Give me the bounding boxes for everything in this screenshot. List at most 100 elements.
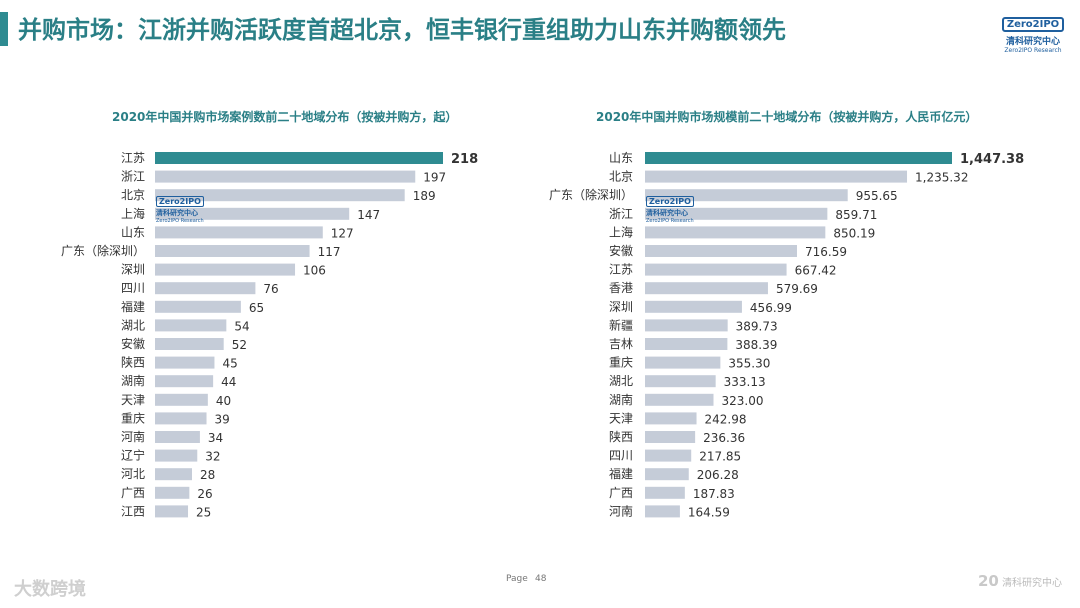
chart-2-category-label: 福建 xyxy=(609,466,633,481)
chart-1-bar xyxy=(155,449,198,462)
chart-1-category-label: 山东 xyxy=(121,225,145,239)
chart-1-category-label: 河北 xyxy=(121,467,145,481)
chart-1-value-label: 65 xyxy=(249,301,264,315)
chart-1-category-label: 安徽 xyxy=(121,336,145,351)
chart-1-bar xyxy=(155,338,224,350)
chart-2-category-label: 北京 xyxy=(609,170,633,184)
chart-2-value-label: 1,235.32 xyxy=(915,171,968,185)
chart-1-value-label: 127 xyxy=(331,226,354,240)
chart-2-category-label: 浙江 xyxy=(609,207,633,221)
chart-1-category-label: 上海 xyxy=(121,206,145,221)
chart-2-category-label: 上海 xyxy=(609,224,633,239)
chart-1-value-label: 218 xyxy=(451,152,478,167)
chart-2-category-label: 重庆 xyxy=(609,356,633,370)
chart-1-value-label: 45 xyxy=(222,357,237,371)
chart-1-category-label: 四川 xyxy=(121,281,145,295)
chart-1-category-label: 江西 xyxy=(121,504,145,518)
chart-1-watermark-cn: 清科研究中心 xyxy=(156,209,198,217)
chart-2-value-label: 579.69 xyxy=(776,282,818,296)
chart-1-bar xyxy=(155,431,200,443)
chart-2-value-label: 242.98 xyxy=(705,412,747,426)
chart-2-bar xyxy=(645,226,826,239)
chart-2-bar xyxy=(645,300,742,313)
chart-1-bar xyxy=(155,505,189,518)
chart-2-category-label: 广东（除深圳） xyxy=(549,187,633,202)
footer-right-watermark: 20 清科研究中心 xyxy=(978,572,1062,590)
chart-1-title: 2020年中国并购市场案例数前二十地域分布（按被并购方，起） xyxy=(112,110,458,124)
chart-1-watermark-mark: Zero2IPO xyxy=(156,196,204,207)
chart-2-value-label: 955.65 xyxy=(856,189,898,203)
chart-2-bar xyxy=(645,338,728,350)
chart-1-bar xyxy=(155,412,207,425)
chart-1-value-label: 32 xyxy=(205,450,220,464)
chart-2-category-label: 河南 xyxy=(609,503,633,518)
chart-2-value-label: 667.42 xyxy=(795,264,837,278)
chart-2-value-label: 206.28 xyxy=(697,468,739,482)
chart-1-watermark-en: Zero2IPO Research xyxy=(156,218,204,224)
logo-mark: Zero2IPO xyxy=(1001,17,1065,32)
chart-2-watermark-cn: 清科研究中心 xyxy=(646,209,688,217)
chart-2-category-label: 广西 xyxy=(609,486,633,500)
chart-2-value-label: 187.83 xyxy=(693,487,735,501)
chart-2-value-label: 388.39 xyxy=(735,338,777,352)
title-accent-bar xyxy=(0,12,8,46)
chart-1-bar xyxy=(155,207,350,220)
chart-2-value-label: 333.13 xyxy=(724,375,766,389)
chart-2-value-label: 389.73 xyxy=(736,319,778,333)
chart-2-value-label: 716.59 xyxy=(805,245,847,259)
chart-1-category-label: 湖北 xyxy=(121,317,145,332)
footer-right-watermark-num: 20 xyxy=(978,572,999,590)
chart-2-value-label: 859.71 xyxy=(835,208,877,222)
logo-en: Zero2IPO Research xyxy=(1004,47,1062,54)
chart-2-bar xyxy=(645,263,787,276)
footer-page-label: Page xyxy=(506,574,528,584)
chart-2-bar xyxy=(645,356,721,369)
chart-1-category-label: 深圳 xyxy=(121,263,145,277)
chart-1-value-label: 106 xyxy=(303,264,326,278)
chart-2-bar xyxy=(645,319,728,332)
chart-2-title: 2020年中国并购市场规模前二十地域分布（按被并购方，人民币亿元） xyxy=(596,110,978,124)
chart-1-category-label: 天津 xyxy=(121,393,145,407)
footer-left-watermark: 大数跨境 xyxy=(14,579,86,600)
chart-2-bar xyxy=(645,152,952,164)
chart-1-value-label: 25 xyxy=(196,505,211,519)
chart-2-category-label: 陕西 xyxy=(609,429,633,444)
chart-1-value-label: 197 xyxy=(423,171,446,185)
chart-2-bar xyxy=(645,282,768,295)
chart-2-category-label: 香港 xyxy=(609,281,633,295)
logo-cn: 清科研究中心 xyxy=(1005,37,1060,47)
chart-2-bar xyxy=(645,393,714,406)
chart-2-bar xyxy=(645,486,685,499)
chart-2-value-label: 236.36 xyxy=(703,431,745,445)
chart-2-value-label: 1,447.38 xyxy=(960,152,1024,167)
chart-1-value-label: 117 xyxy=(318,245,341,259)
chart-2-bar xyxy=(645,505,680,518)
chart-2-category-label: 吉林 xyxy=(609,337,633,351)
chart-2-bar xyxy=(645,468,689,481)
chart-2-bar xyxy=(645,170,908,183)
chart-2-category-label: 湖南 xyxy=(609,392,633,407)
chart-1-bar xyxy=(155,300,241,313)
chart-2-category-label: 湖北 xyxy=(609,373,633,388)
footer-right-watermark-text: 清科研究中心 xyxy=(1002,578,1063,589)
chart-1-value-label: 39 xyxy=(215,412,230,426)
chart-1-bar xyxy=(155,375,214,388)
chart-2-watermark: Zero2IPO 清科研究中心 Zero2IPO Research xyxy=(646,189,698,224)
chart-1-category-label: 福建 xyxy=(121,299,145,314)
chart-2-bar xyxy=(645,245,797,257)
chart-1-category-label: 广西 xyxy=(121,486,145,500)
chart-1-category-label: 广东（除深圳） xyxy=(61,243,145,258)
chart-1-value-label: 189 xyxy=(413,189,436,203)
zero2ipo-logo: Zero2IPO 清科研究中心 Zero2IPO Research xyxy=(1000,12,1066,56)
chart-1-bar xyxy=(155,189,405,202)
chart-1-bar xyxy=(155,356,215,369)
chart-1-category-label: 陕西 xyxy=(121,355,145,370)
chart-1-value-label: 76 xyxy=(263,282,278,296)
page-title: 并购市场：江浙并购活跃度首超北京，恒丰银行重组助力山东并购额领先 xyxy=(18,16,786,44)
chart-1-category-label: 湖南 xyxy=(121,373,145,388)
chart-1-bar xyxy=(155,226,323,239)
chart-1-category-label: 北京 xyxy=(121,188,145,202)
chart-1-value-label: 44 xyxy=(221,375,236,389)
chart-1-watermark: Zero2IPO 清科研究中心 Zero2IPO Research xyxy=(156,189,208,224)
chart-1-value-label: 54 xyxy=(234,319,249,333)
